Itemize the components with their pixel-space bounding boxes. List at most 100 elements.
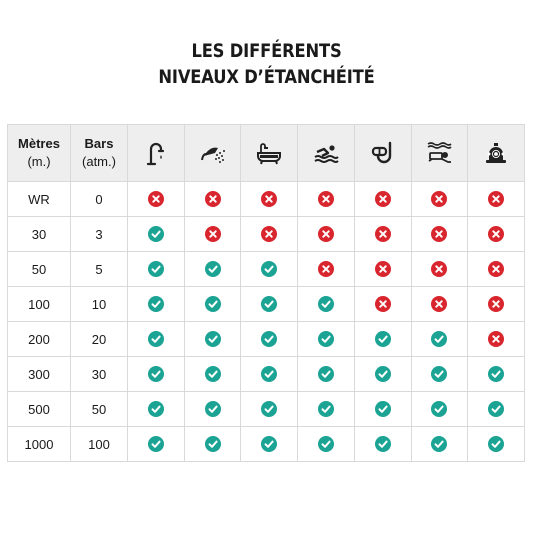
cell-status [127, 391, 185, 427]
check-icon [204, 366, 221, 383]
cross-icon [431, 261, 448, 278]
check-icon [147, 226, 164, 243]
cell-bars: 0 [70, 181, 128, 217]
check-icon [431, 436, 448, 453]
cell-bars: 20 [70, 321, 128, 357]
check-icon [147, 331, 164, 348]
cell-status [467, 426, 525, 462]
check-icon [317, 436, 334, 453]
table-row: 300 30 [7, 356, 525, 392]
cell-bars: 50 [70, 391, 128, 427]
cell-status [240, 216, 299, 252]
cell-status [183, 286, 242, 322]
table-row: 50 5 [7, 251, 525, 287]
cell-metres: 50 [7, 251, 71, 287]
cell-status [467, 286, 525, 322]
table-row: 1000 100 [7, 426, 525, 462]
cross-icon [488, 226, 505, 243]
cell-status [467, 356, 525, 392]
check-icon [147, 261, 164, 278]
cell-bars: 30 [70, 356, 128, 392]
check-icon [204, 296, 221, 313]
check-icon [261, 296, 278, 313]
check-icon [204, 436, 221, 453]
check-icon [204, 331, 221, 348]
cell-status [127, 321, 185, 357]
cell-status [353, 426, 412, 462]
cell-status [240, 426, 299, 462]
table-header-row: Mètres (m.) Bars (atm.) [7, 124, 525, 182]
check-icon [488, 401, 505, 418]
cell-status [183, 321, 242, 357]
cell-status [240, 321, 299, 357]
header-metres-unit: (m.) [27, 154, 51, 169]
check-icon [261, 436, 278, 453]
page-title: LES DIFFÉRENTS NIVEAUX D’ÉTANCHÉITÉ [37, 38, 495, 90]
cell-status [240, 181, 299, 217]
title-line-2: NIVEAUX D’ÉTANCHÉITÉ [158, 66, 375, 88]
header-bars: Bars (atm.) [70, 124, 128, 182]
cell-status [127, 286, 185, 322]
check-icon [317, 366, 334, 383]
cell-status [410, 426, 469, 462]
cross-icon [374, 226, 391, 243]
cell-status [297, 286, 355, 322]
check-icon [147, 296, 164, 313]
cross-icon [488, 296, 505, 313]
check-icon [317, 331, 334, 348]
cell-status [297, 426, 355, 462]
cross-icon [147, 191, 164, 208]
check-icon [204, 261, 221, 278]
cell-status [353, 321, 412, 357]
header-diving-helmet [467, 124, 525, 182]
check-icon [204, 401, 221, 418]
cell-status [297, 181, 355, 217]
cell-metres: 100 [7, 286, 71, 322]
cell-status [353, 216, 412, 252]
cell-status [127, 356, 185, 392]
table-row: 30 3 [7, 216, 525, 252]
check-icon [431, 366, 448, 383]
check-icon [431, 401, 448, 418]
water-resistance-table: Mètres (m.) Bars (atm.) [7, 124, 525, 462]
diving-icon [427, 142, 452, 163]
cell-status [127, 251, 185, 287]
cell-status [240, 356, 299, 392]
cell-status [410, 251, 469, 287]
cross-icon [317, 261, 334, 278]
cell-status [467, 391, 525, 427]
cell-status [353, 391, 412, 427]
cell-status [240, 391, 299, 427]
bathtub-icon [257, 143, 282, 165]
cell-status [127, 181, 185, 217]
cross-icon [374, 261, 391, 278]
cell-status [297, 391, 355, 427]
check-icon [374, 366, 391, 383]
cell-status [410, 356, 469, 392]
cell-status [297, 321, 355, 357]
cell-status [353, 286, 412, 322]
cell-status [297, 216, 355, 252]
cell-status [183, 181, 242, 217]
header-bathtub [240, 124, 299, 182]
check-icon [374, 401, 391, 418]
header-metres: Mètres (m.) [7, 124, 71, 182]
header-snorkel [353, 124, 412, 182]
check-icon [374, 331, 391, 348]
cell-metres: 300 [7, 356, 71, 392]
swimming-icon [314, 145, 339, 163]
table-body: WR 0 30 3 50 5 100 10 200 20 300 30 500 50 1000 100 [7, 181, 525, 462]
check-icon [147, 436, 164, 453]
snorkel-icon [371, 141, 391, 164]
cell-status [410, 216, 469, 252]
cross-icon [317, 191, 334, 208]
cross-icon [317, 226, 334, 243]
cross-icon [488, 331, 505, 348]
cross-icon [488, 261, 505, 278]
check-icon [261, 261, 278, 278]
check-icon [261, 401, 278, 418]
cross-icon [261, 226, 278, 243]
cell-status [353, 356, 412, 392]
check-icon [317, 296, 334, 313]
cell-status [467, 216, 525, 252]
